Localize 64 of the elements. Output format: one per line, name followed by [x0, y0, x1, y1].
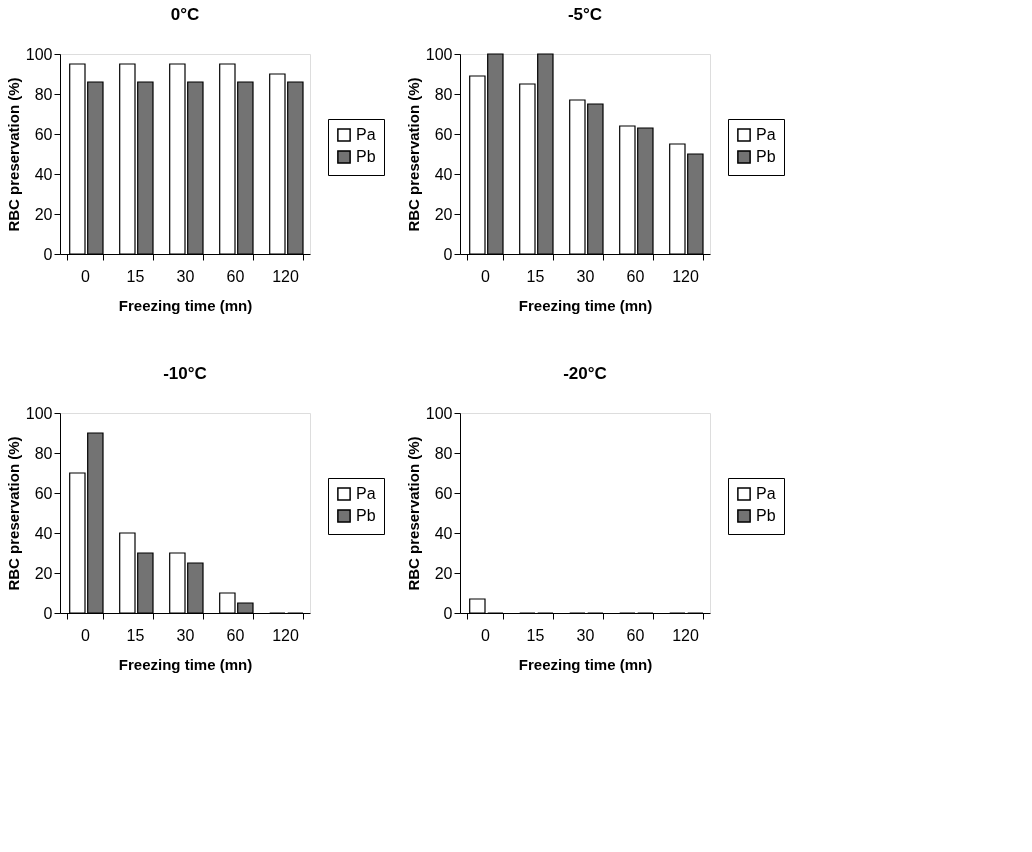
y-tick-label: 100 [25, 45, 53, 63]
chart-title: -5°C [567, 5, 603, 24]
y-tick-label: 0 [43, 245, 53, 263]
y-tick-label: 80 [34, 444, 53, 462]
legend-label: Pa [356, 485, 376, 502]
y-tick-label: 80 [434, 85, 453, 103]
chart-title: -20°C [563, 364, 607, 383]
x-tick-label: 15 [526, 267, 545, 285]
chart-title: -10°C [163, 364, 207, 383]
x-tick-label: 60 [226, 267, 245, 285]
legend-label: Pa [756, 126, 776, 143]
chart-title: 0°C [170, 5, 200, 24]
y-tick-label: 80 [34, 85, 53, 103]
x-tick-label: 30 [176, 626, 195, 644]
x-tick-label: 0 [481, 267, 491, 285]
y-tick-label: 20 [34, 205, 53, 223]
x-tick-label: 0 [481, 626, 491, 644]
y-tick-label: 60 [434, 125, 453, 143]
y-tick-label: 0 [443, 245, 453, 263]
y-tick-label: 20 [434, 564, 453, 582]
x-tick-label: 60 [226, 626, 245, 644]
y-tick-label: 40 [34, 165, 53, 183]
x-tick-label: 30 [176, 267, 195, 285]
y-axis-title: RBC preservation (%) [4, 77, 22, 232]
y-tick-label: 20 [34, 564, 53, 582]
x-tick-label: 15 [126, 267, 145, 285]
x-tick-label: 15 [126, 626, 145, 644]
y-tick-label: 40 [34, 524, 53, 542]
y-tick-label: 80 [434, 444, 453, 462]
y-axis-title: RBC preservation (%) [404, 436, 422, 591]
y-tick-label: 40 [434, 524, 453, 542]
x-axis-title: Freezing time (mn) [118, 655, 253, 673]
legend-label: Pb [756, 507, 776, 524]
x-tick-label: 0 [81, 626, 91, 644]
y-tick-label: 60 [34, 484, 53, 502]
x-tick-label: 120 [272, 267, 299, 285]
x-axis-title: Freezing time (mn) [518, 296, 653, 314]
y-tick-label: 100 [25, 404, 53, 422]
y-tick-label: 100 [425, 45, 453, 63]
y-tick-label: 60 [434, 484, 453, 502]
x-tick-label: 0 [81, 267, 91, 285]
x-tick-label: 60 [626, 626, 645, 644]
y-axis-title: RBC preservation (%) [4, 436, 22, 591]
y-tick-label: 100 [425, 404, 453, 422]
legend-label: Pa [756, 485, 776, 502]
y-tick-label: 40 [434, 165, 453, 183]
legend-label: Pb [756, 148, 776, 165]
legend-label: Pb [356, 507, 376, 524]
legend-label: Pb [356, 148, 376, 165]
x-tick-label: 120 [672, 267, 699, 285]
x-tick-label: 30 [576, 626, 595, 644]
x-tick-label: 60 [626, 267, 645, 285]
x-tick-label: 120 [272, 626, 299, 644]
y-axis-title: RBC preservation (%) [404, 77, 422, 232]
x-tick-label: 120 [672, 626, 699, 644]
y-tick-label: 60 [34, 125, 53, 143]
y-tick-label: 0 [443, 604, 453, 622]
x-tick-label: 15 [526, 626, 545, 644]
x-axis-title: Freezing time (mn) [118, 296, 253, 314]
y-tick-label: 0 [43, 604, 53, 622]
x-axis-title: Freezing time (mn) [518, 655, 653, 673]
x-tick-label: 30 [576, 267, 595, 285]
legend-label: Pa [356, 126, 376, 143]
y-tick-label: 20 [434, 205, 453, 223]
